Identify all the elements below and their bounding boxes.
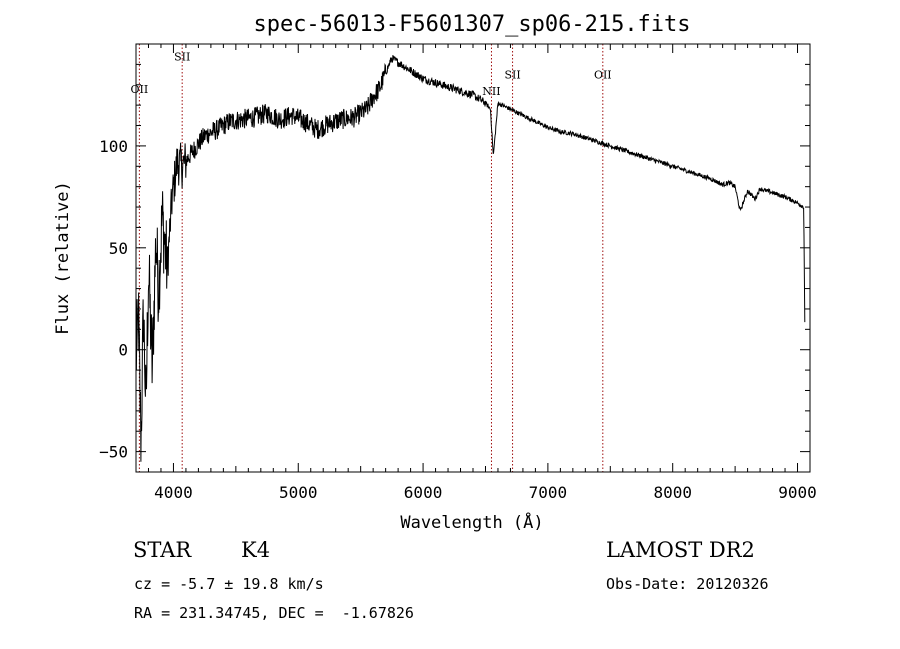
y-tick-label: 0	[118, 341, 128, 360]
survey-label: LAMOST DR2	[606, 538, 755, 562]
spectrum-series	[135, 55, 806, 462]
emission-line-label: OII	[131, 83, 149, 96]
emission-line-markers: OII SII NII SII OII	[131, 44, 612, 472]
plot-frame	[135, 43, 811, 473]
x-tick-label: 8000	[653, 483, 692, 502]
spectrum-line	[135, 55, 806, 462]
chart-title: spec-56013-F5601307_sp06-215.fits	[253, 12, 690, 37]
y-tick-label: 100	[99, 137, 128, 156]
x-axis-label: Wavelength (Å)	[400, 511, 543, 533]
coordinates-label: RA = 231.34745, DEC = -1.67826	[134, 604, 414, 622]
y-tick-label: 50	[109, 239, 128, 258]
x-tick-label: 9000	[778, 483, 817, 502]
x-tick-label: 4000	[154, 483, 193, 502]
obs-date-label: Obs-Date: 20120326	[606, 575, 769, 593]
x-tick-label: 6000	[404, 483, 443, 502]
emission-line-label: NII	[482, 85, 500, 98]
emission-line-label: SII	[174, 50, 190, 63]
axis-ticks: 4000 5000 6000 7000 8000 9000 −50 0 50 100	[99, 44, 817, 502]
emission-line-label: SII	[504, 69, 520, 82]
x-tick-label: 7000	[529, 483, 568, 502]
subclass-label: K4	[241, 538, 271, 562]
emission-line-label: OII	[594, 69, 612, 82]
x-tick-label: 5000	[279, 483, 318, 502]
y-tick-label: −50	[99, 443, 128, 462]
redshift-label: cz = -5.7 ± 19.8 km/s	[134, 575, 324, 593]
y-axis-label: Flux (relative)	[53, 181, 73, 335]
object-class-label: STAR	[133, 538, 192, 562]
